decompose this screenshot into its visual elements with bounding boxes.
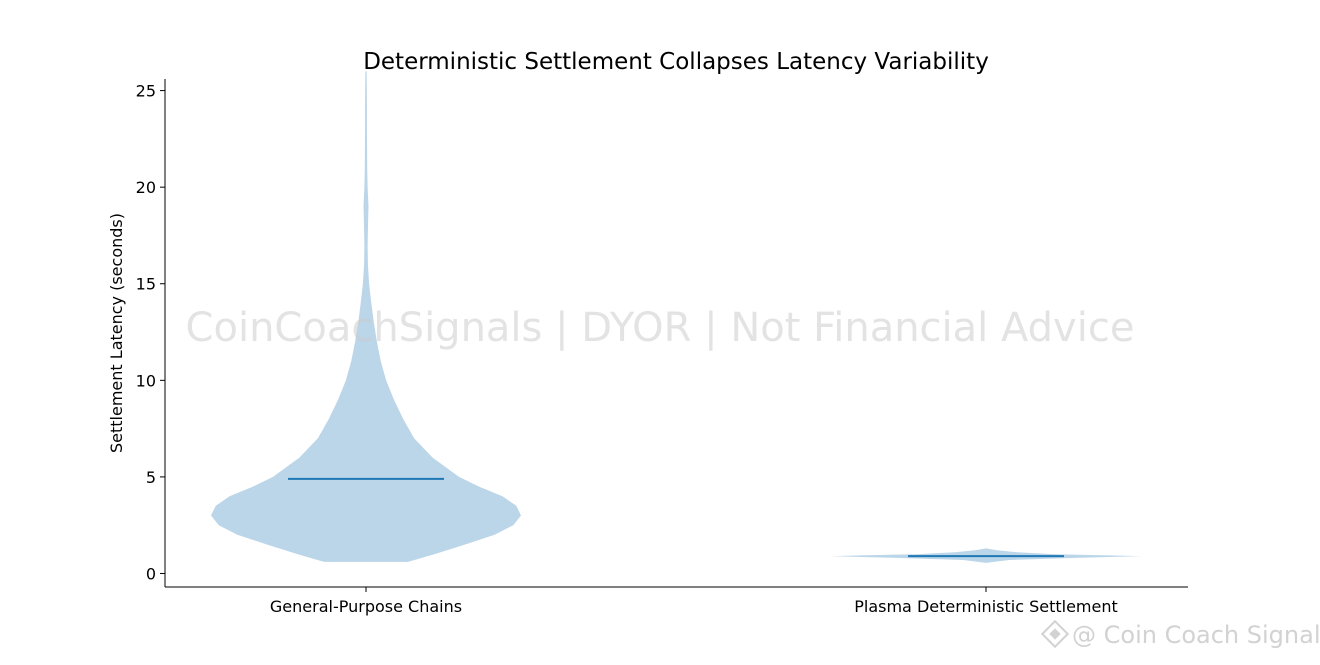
x-ticks: General-Purpose Chains Plasma Determinist… (270, 587, 1118, 616)
y-tick-label-15: 15 (136, 275, 156, 294)
y-tick-label-20: 20 (136, 178, 156, 197)
x-tick-label-1: General-Purpose Chains (270, 597, 462, 616)
chart-title: Deterministic Settlement Collapses Laten… (363, 49, 989, 75)
y-tick-label-5: 5 (146, 468, 156, 487)
watermark-text: CoinCoachSignals | DYOR | Not Financial … (186, 305, 1135, 351)
y-tick-label-0: 0 (146, 564, 156, 583)
y-tick-label-25: 25 (136, 82, 156, 101)
x-tick-label-2: Plasma Deterministic Settlement (854, 597, 1118, 616)
y-tick-label-10: 10 (136, 371, 156, 390)
brand-watermark: @ Coin Coach Signals (1072, 621, 1320, 649)
y-axis-label: Settlement Latency (seconds) (107, 213, 126, 453)
violin-body-1 (211, 71, 521, 562)
median-layer (288, 477, 1064, 558)
brand-logo-icon (1040, 619, 1070, 649)
y-ticks: 0 5 10 15 20 25 (136, 82, 165, 583)
